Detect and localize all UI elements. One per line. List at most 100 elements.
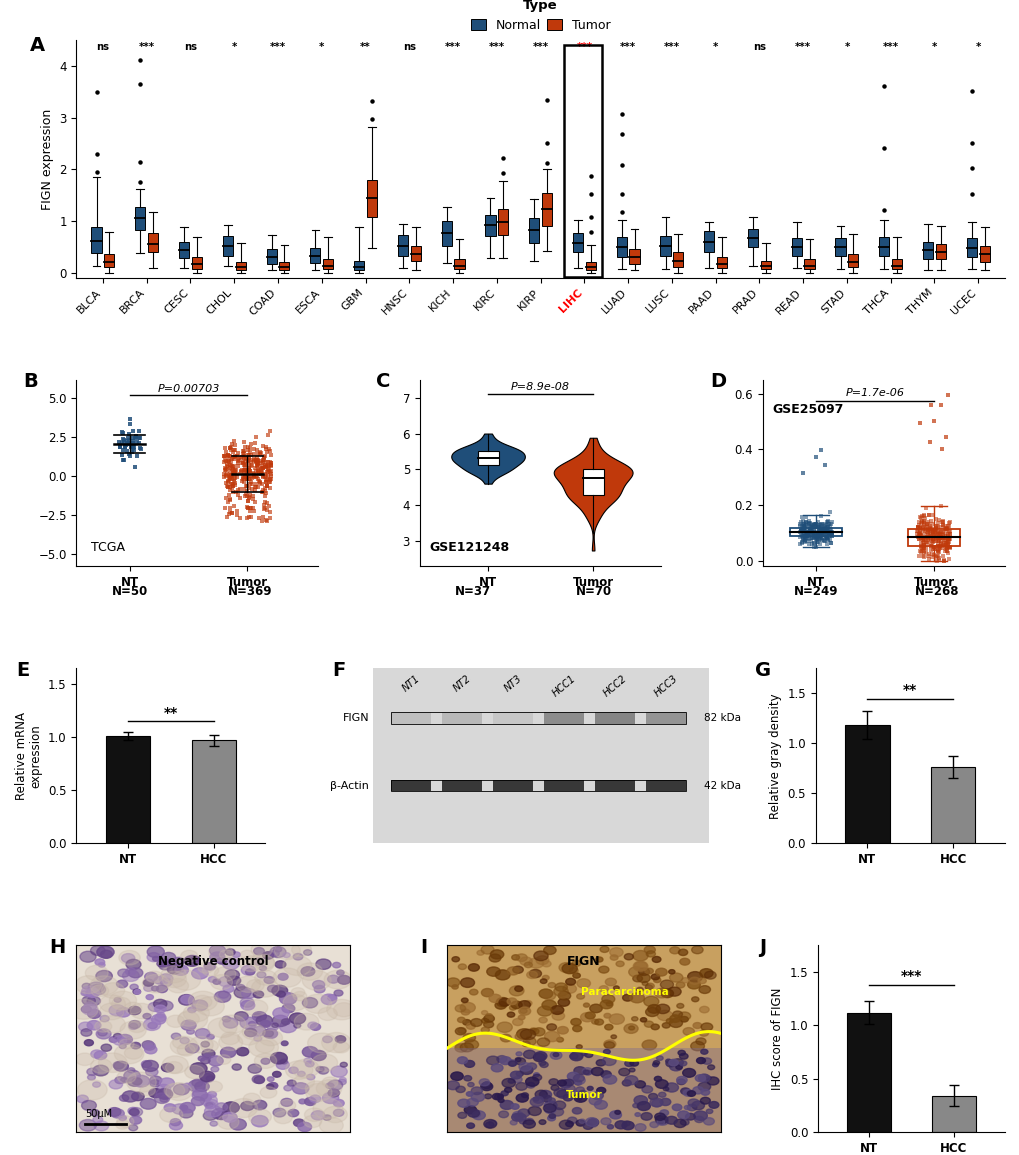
Circle shape: [672, 1059, 683, 1066]
Point: [243, 453, 259, 471]
Point: [807, 519, 823, 537]
Circle shape: [685, 1113, 695, 1120]
Point: [259, 444, 275, 462]
Circle shape: [699, 1006, 708, 1013]
Circle shape: [177, 1009, 208, 1030]
Circle shape: [81, 1029, 92, 1036]
Point: [798, 524, 814, 543]
Circle shape: [634, 1096, 647, 1105]
Point: [117, 438, 133, 456]
Point: [239, 438, 256, 456]
Circle shape: [472, 1112, 480, 1117]
Circle shape: [642, 1040, 656, 1050]
Point: [932, 528, 949, 546]
Text: A: A: [30, 36, 45, 54]
Point: [797, 514, 813, 532]
Circle shape: [122, 1090, 139, 1102]
Point: [259, 470, 275, 489]
Circle shape: [518, 1109, 529, 1117]
Point: [915, 513, 931, 531]
Point: [817, 528, 834, 546]
Point: [126, 441, 143, 460]
Point: [931, 529, 948, 547]
Point: [248, 427, 264, 446]
Bar: [892, 259, 902, 269]
Circle shape: [299, 1100, 306, 1104]
Point: [799, 523, 815, 542]
Circle shape: [674, 1119, 686, 1127]
Point: [223, 468, 239, 486]
Circle shape: [548, 1079, 557, 1086]
Point: [261, 471, 277, 490]
Circle shape: [488, 994, 500, 1003]
Point: [234, 454, 251, 472]
Point: [930, 524, 947, 543]
Point: [816, 519, 833, 537]
Circle shape: [665, 1117, 677, 1124]
Point: [228, 461, 245, 479]
Point: [119, 442, 136, 461]
Circle shape: [275, 961, 285, 968]
Point: [250, 461, 266, 479]
Circle shape: [698, 1074, 709, 1082]
Circle shape: [100, 1015, 109, 1022]
Circle shape: [282, 956, 312, 976]
Point: [257, 447, 273, 465]
Point: [228, 506, 245, 524]
Point: [808, 526, 824, 544]
Bar: [477, 452, 498, 465]
Circle shape: [119, 1095, 128, 1101]
Point: [219, 446, 235, 464]
Circle shape: [81, 991, 88, 996]
Circle shape: [564, 1085, 575, 1093]
Circle shape: [282, 953, 289, 957]
Point: [796, 520, 812, 538]
Point: [257, 493, 273, 512]
Point: [798, 517, 814, 536]
Bar: [595, 780, 635, 791]
Point: [806, 516, 822, 535]
Circle shape: [217, 1055, 230, 1064]
Circle shape: [128, 968, 143, 978]
Point: [804, 523, 820, 542]
Point: [804, 515, 820, 534]
Circle shape: [530, 1028, 538, 1035]
Bar: [485, 215, 495, 237]
Circle shape: [628, 1026, 634, 1030]
Text: *: *: [231, 42, 236, 52]
Point: [218, 508, 234, 527]
Point: [112, 438, 128, 456]
Circle shape: [78, 1022, 93, 1031]
Circle shape: [653, 977, 660, 983]
Circle shape: [665, 1019, 673, 1023]
Circle shape: [280, 1059, 287, 1064]
Point: [909, 528, 925, 546]
Point: [918, 524, 934, 543]
Circle shape: [483, 1119, 496, 1128]
Point: [909, 519, 925, 537]
Circle shape: [327, 975, 339, 983]
Bar: [907, 529, 959, 545]
Point: [216, 446, 232, 464]
Point: [223, 465, 239, 484]
Point: [934, 529, 951, 547]
Circle shape: [496, 998, 510, 1007]
Circle shape: [529, 969, 541, 977]
Circle shape: [310, 1095, 320, 1103]
Point: [820, 527, 837, 545]
Circle shape: [270, 1083, 277, 1088]
Circle shape: [145, 1045, 157, 1053]
Point: [805, 527, 821, 545]
Point: [250, 454, 266, 472]
Point: [794, 521, 810, 539]
Circle shape: [665, 1060, 676, 1067]
Point: [221, 470, 237, 489]
Point: [226, 447, 243, 465]
Circle shape: [542, 991, 555, 1000]
Point: [225, 470, 242, 489]
Circle shape: [232, 952, 240, 957]
Point: [812, 440, 828, 459]
Circle shape: [90, 976, 118, 994]
Circle shape: [574, 1067, 585, 1075]
Circle shape: [326, 999, 357, 1020]
